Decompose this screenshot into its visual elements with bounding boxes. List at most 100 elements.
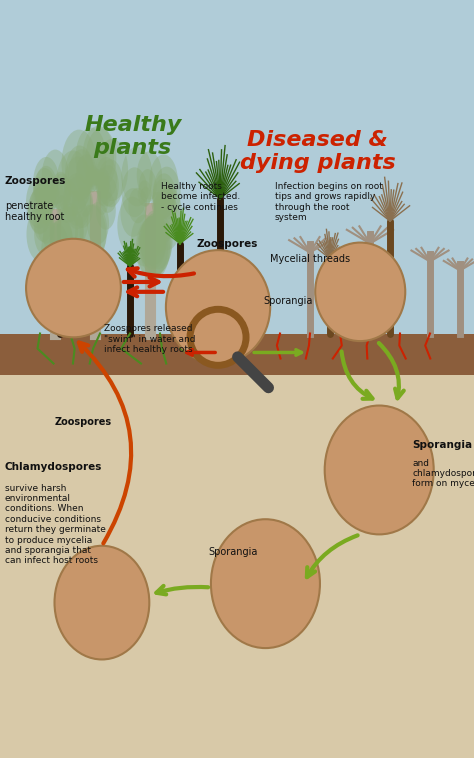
Ellipse shape [34,149,63,206]
Ellipse shape [211,519,320,648]
Ellipse shape [166,250,270,364]
Ellipse shape [137,135,170,198]
Ellipse shape [116,193,146,252]
Ellipse shape [43,196,54,218]
Ellipse shape [144,213,163,250]
Ellipse shape [81,200,100,236]
Ellipse shape [56,207,77,248]
Ellipse shape [143,141,174,201]
Ellipse shape [118,180,146,232]
Circle shape [190,309,246,365]
Ellipse shape [39,188,54,218]
Ellipse shape [129,141,160,199]
Ellipse shape [148,208,159,229]
Ellipse shape [100,164,134,229]
Ellipse shape [98,182,117,218]
Text: penetrate
healthy root: penetrate healthy root [5,201,64,222]
Ellipse shape [137,143,167,199]
Ellipse shape [47,185,59,210]
Ellipse shape [135,134,168,197]
Text: Sporangia: Sporangia [263,296,312,305]
Ellipse shape [50,179,65,209]
Text: Healthy roots
become infected.
- cycle continues: Healthy roots become infected. - cycle c… [161,182,240,211]
Ellipse shape [124,199,148,246]
Text: and
chlamydospores
form on mycelia: and chlamydospores form on mycelia [412,459,474,488]
Text: Zoospores released
"swim" in water and
infect healthy roots: Zoospores released "swim" in water and i… [104,324,196,354]
Ellipse shape [46,218,60,243]
Ellipse shape [61,142,93,204]
Ellipse shape [88,145,110,190]
Ellipse shape [150,205,176,254]
Ellipse shape [124,160,150,210]
Ellipse shape [114,193,146,256]
Ellipse shape [30,191,52,233]
FancyArrowPatch shape [307,535,357,577]
FancyArrowPatch shape [156,586,208,594]
Ellipse shape [88,120,124,189]
Text: Chlamydospores: Chlamydospores [5,462,102,472]
Ellipse shape [79,152,100,191]
Ellipse shape [45,175,61,208]
Ellipse shape [35,212,55,254]
Ellipse shape [81,117,116,185]
Ellipse shape [41,158,65,206]
Ellipse shape [75,134,104,188]
Ellipse shape [75,201,100,249]
Text: Sporangia: Sporangia [412,440,473,449]
FancyArrowPatch shape [79,343,131,543]
Ellipse shape [45,174,63,208]
Ellipse shape [138,209,152,236]
Ellipse shape [73,176,92,212]
Ellipse shape [46,168,65,207]
Ellipse shape [76,192,94,227]
Ellipse shape [91,199,126,264]
Ellipse shape [59,181,87,236]
Ellipse shape [48,182,62,209]
Ellipse shape [35,155,61,208]
Text: Zoospores: Zoospores [55,417,112,427]
Ellipse shape [47,170,66,208]
Ellipse shape [50,218,67,254]
FancyArrowPatch shape [128,287,163,296]
Ellipse shape [99,170,125,218]
Ellipse shape [125,158,151,208]
Ellipse shape [146,152,174,205]
Ellipse shape [61,156,91,214]
Ellipse shape [82,184,93,206]
Ellipse shape [40,197,53,224]
Text: survive harsh
environmental
conditions. When
conducive conditions
return they ge: survive harsh environmental conditions. … [5,484,106,565]
Ellipse shape [45,177,61,208]
Ellipse shape [35,218,60,268]
Text: Zoospores: Zoospores [197,239,258,249]
Ellipse shape [325,406,434,534]
Ellipse shape [154,167,185,225]
Ellipse shape [315,243,405,341]
Text: Healthy
plants: Healthy plants [84,115,182,158]
Ellipse shape [150,180,165,209]
Ellipse shape [92,198,113,236]
Bar [0,334,474,375]
Ellipse shape [91,133,121,192]
Ellipse shape [136,202,149,227]
Ellipse shape [139,161,160,201]
Ellipse shape [147,183,159,205]
Text: Diseased &
dying plants: Diseased & dying plants [240,130,395,173]
Text: Zoospores: Zoospores [5,176,66,186]
Ellipse shape [76,198,98,240]
Text: Infection begins on root
tips and grows rapidly
through the root
system: Infection begins on root tips and grows … [275,182,383,222]
FancyArrowPatch shape [124,277,158,287]
Text: Mycelial threads: Mycelial threads [270,254,350,264]
Ellipse shape [62,183,92,241]
Ellipse shape [58,169,87,227]
Ellipse shape [28,184,52,230]
Ellipse shape [61,182,91,241]
Ellipse shape [80,194,95,224]
Ellipse shape [155,181,182,234]
Ellipse shape [39,204,53,232]
Ellipse shape [81,202,102,243]
Ellipse shape [114,164,146,226]
Ellipse shape [26,239,121,337]
Ellipse shape [151,202,179,255]
Ellipse shape [45,168,64,207]
FancyArrowPatch shape [128,268,194,277]
